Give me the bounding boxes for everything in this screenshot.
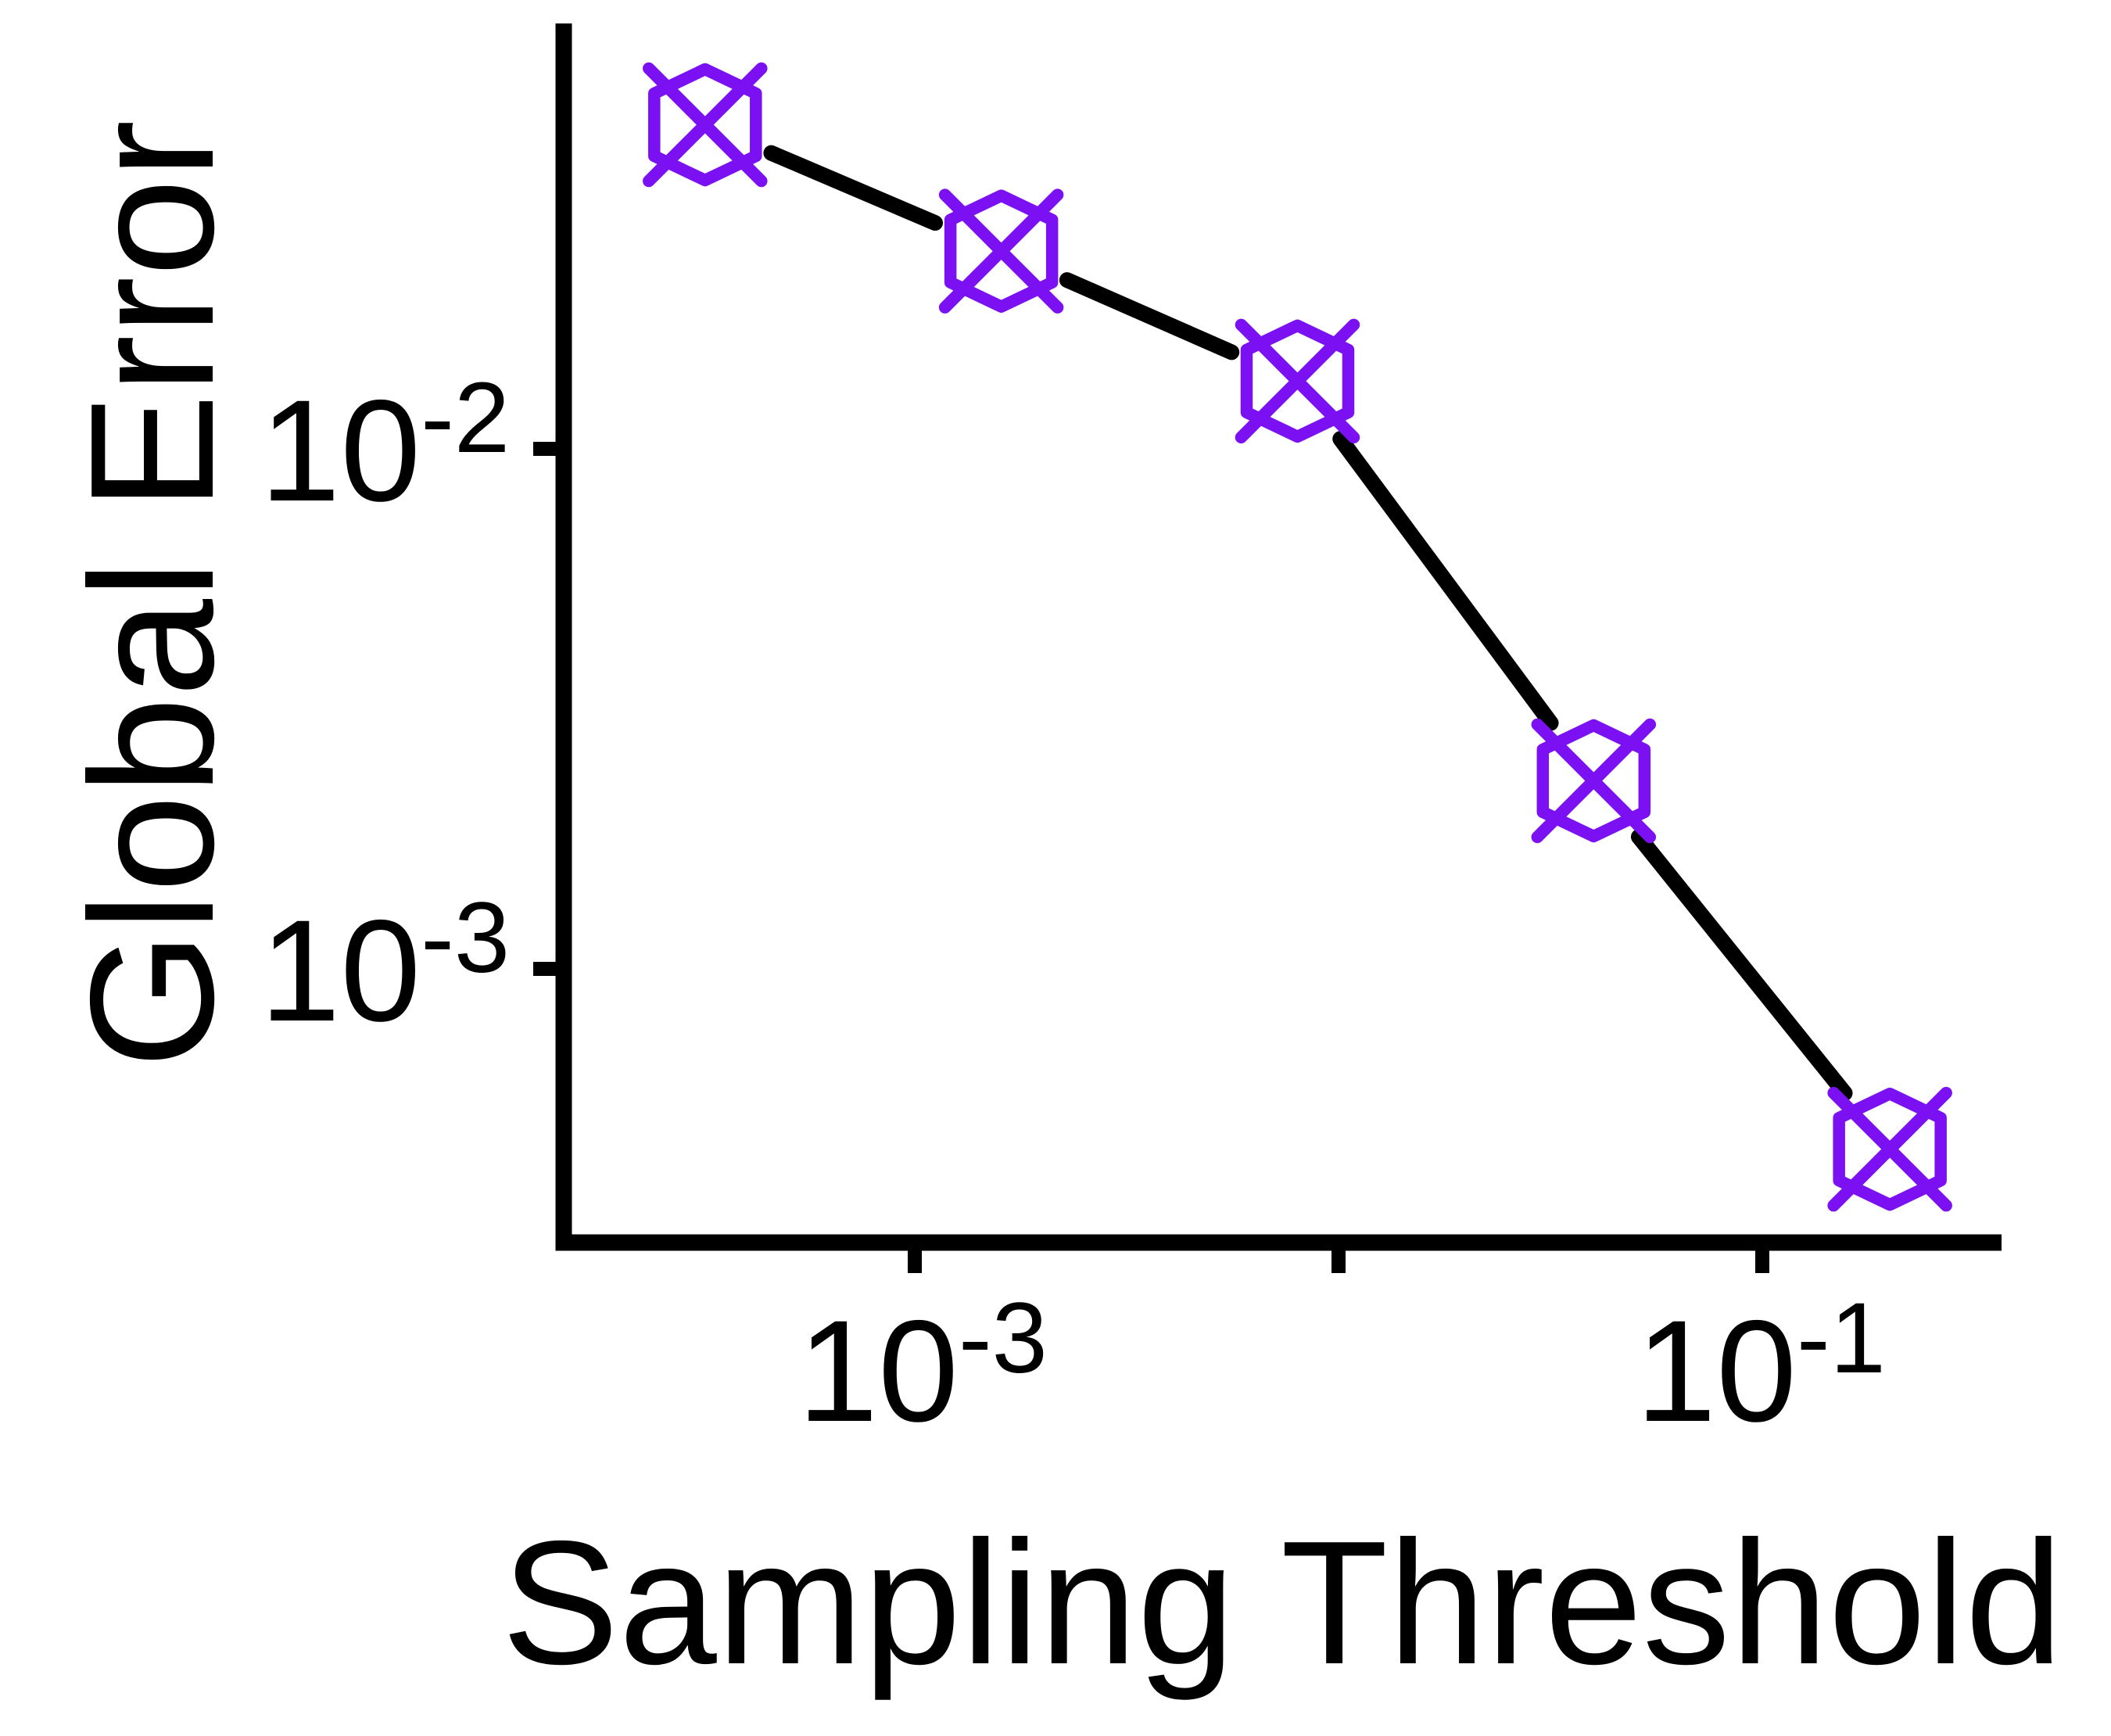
plot-area xyxy=(643,62,1952,1212)
x-tick-1e-3-exponent: -3 xyxy=(959,1282,1048,1394)
x-tick-1e-1-base: 10 xyxy=(1636,1291,1797,1452)
x-axis-title: Sampling Threshold xyxy=(502,1504,2063,1701)
axes xyxy=(555,23,2002,1251)
x-tick-1e-1-exponent: -1 xyxy=(1797,1282,1886,1394)
data-line-segment xyxy=(763,145,944,231)
hexagon-marker-outline xyxy=(1240,319,1355,443)
data-point-marker xyxy=(1827,1086,1952,1212)
data-point-marker xyxy=(1531,718,1657,844)
x-cross-marker xyxy=(1235,318,1360,444)
x-tick-label-1e-1: 10-1 xyxy=(1636,1282,1886,1452)
data-line-segment xyxy=(1332,431,1559,731)
data-point-marker xyxy=(1235,318,1360,444)
x-cross-marker xyxy=(1827,1086,1952,1212)
data-line-segment xyxy=(1630,829,1853,1101)
y-tick-label-1e-3: 10-3 xyxy=(260,882,510,1052)
x-tick-label-1e-3: 10-3 xyxy=(797,1282,1048,1452)
y-tick-1e-2-exponent: -2 xyxy=(421,362,510,474)
data-point-marker xyxy=(938,188,1064,314)
data-point-marker xyxy=(643,62,768,188)
tick-marks xyxy=(533,442,1769,1273)
hexagon-marker-outline xyxy=(648,63,762,187)
y-axis-title: Global Error xyxy=(53,120,250,1069)
y-tick-1e-3-exponent: -3 xyxy=(421,882,510,994)
x-tick-1e-3-base: 10 xyxy=(797,1291,959,1452)
y-tick-label-1e-2: 10-2 xyxy=(260,362,510,532)
hexagon-marker-outline xyxy=(1833,1087,1947,1211)
y-tick-1e-2-base: 10 xyxy=(260,371,421,532)
hexagon-marker-outline xyxy=(944,189,1059,313)
hexagon-marker-outline xyxy=(1536,719,1651,843)
y-tick-1e-3-base: 10 xyxy=(260,891,421,1052)
x-cross-marker xyxy=(1531,718,1657,844)
data-line-segment xyxy=(1059,272,1240,360)
x-cross-marker xyxy=(643,62,768,188)
x-cross-marker xyxy=(938,188,1064,314)
